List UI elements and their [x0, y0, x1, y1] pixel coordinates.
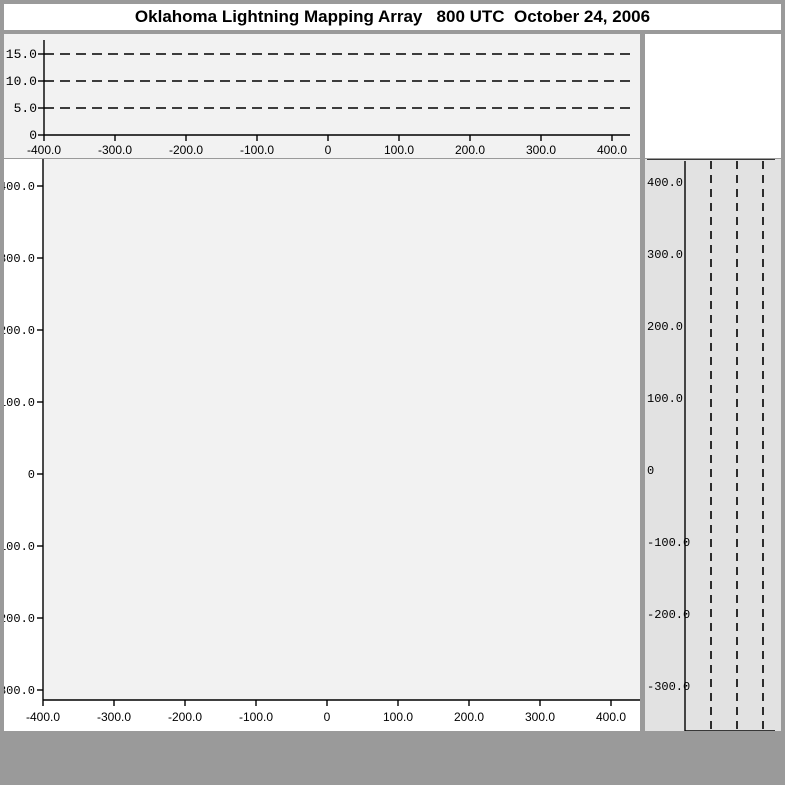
svg-text:300.0: 300.0 [4, 252, 35, 266]
svg-text:10.0: 10.0 [6, 74, 37, 89]
svg-text:0: 0 [647, 464, 654, 478]
svg-text:200.0: 200.0 [4, 324, 35, 338]
svg-text:100.0: 100.0 [384, 143, 414, 157]
svg-text:200.0: 200.0 [647, 320, 683, 334]
svg-text:-400.0: -400.0 [26, 710, 60, 724]
svg-text:-200.0: -200.0 [168, 710, 202, 724]
svg-text:-300.0: -300.0 [98, 143, 132, 157]
svg-text:400.0: 400.0 [596, 710, 626, 724]
svg-text:-200.0: -200.0 [647, 608, 690, 622]
svg-text:-100.0: -100.0 [4, 540, 35, 554]
svg-text:300.0: 300.0 [525, 710, 555, 724]
svg-text:0: 0 [324, 710, 331, 724]
svg-text:-100.0: -100.0 [647, 536, 690, 550]
svg-text:-400.0: -400.0 [27, 143, 61, 157]
svg-text:300.0: 300.0 [647, 248, 683, 262]
svg-text:-300.0: -300.0 [4, 684, 35, 698]
svg-text:200.0: 200.0 [455, 143, 485, 157]
svg-text:400.0: 400.0 [647, 176, 683, 190]
svg-text:0: 0 [29, 128, 37, 143]
svg-text:100.0: 100.0 [383, 710, 413, 724]
svg-text:-200.0: -200.0 [169, 143, 203, 157]
svg-text:-100.0: -100.0 [240, 143, 274, 157]
svg-text:300.0: 300.0 [526, 143, 556, 157]
svg-text:400.0: 400.0 [4, 180, 35, 194]
svg-text:15.0: 15.0 [6, 47, 37, 62]
svg-text:0: 0 [325, 143, 332, 157]
svg-text:-100.0: -100.0 [239, 710, 273, 724]
svg-text:-300.0: -300.0 [647, 680, 690, 694]
svg-text:400.0: 400.0 [597, 143, 627, 157]
svg-text:5.0: 5.0 [14, 101, 37, 116]
svg-text:200.0: 200.0 [454, 710, 484, 724]
svg-text:100.0: 100.0 [4, 396, 35, 410]
svg-text:-300.0: -300.0 [97, 710, 131, 724]
svg-text:100.0: 100.0 [647, 392, 683, 406]
svg-text:0: 0 [28, 468, 35, 482]
svg-text:-200.0: -200.0 [4, 612, 35, 626]
